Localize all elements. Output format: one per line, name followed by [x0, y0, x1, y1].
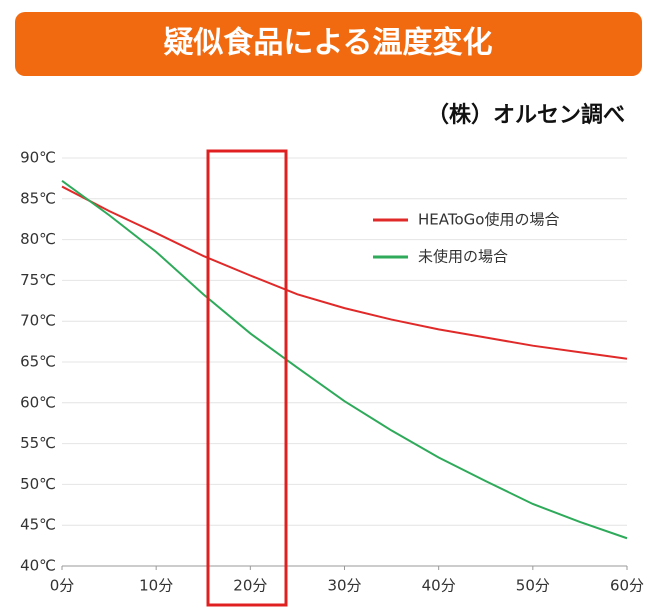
chart-subtitle: （株）オルセン調べ [427, 102, 625, 128]
y-tick-label: 80℃ [20, 230, 56, 248]
y-tick-label: 45℃ [20, 516, 56, 534]
y-tick-label: 50℃ [20, 475, 56, 493]
highlight-box [206, 149, 288, 607]
x-tick-label: 50分 [516, 577, 550, 595]
x-tick-label: 0分 [50, 577, 75, 595]
plot-area: 40℃ 45℃ 50℃ 55℃ 60℃ 65℃ 70℃ 75℃ 80℃ 85℃ 90℃ 0分 10分 20… [20, 149, 644, 595]
y-tick-label: 65℃ [20, 353, 56, 371]
legend-label: 未使用の場合 [418, 248, 508, 266]
legend-label: HEAToGo使用の場合 [418, 211, 559, 229]
y-tick-label: 70℃ [20, 312, 56, 330]
x-tick-label: 60分 [610, 577, 644, 595]
x-tick-label: 30分 [327, 577, 361, 595]
x-tick-label: 20分 [233, 577, 267, 595]
series-line [61, 185, 628, 360]
y-tick-label: 75℃ [20, 271, 56, 289]
y-tick-label: 90℃ [20, 149, 56, 167]
x-tick-label: 10分 [139, 577, 173, 595]
x-tick-label: 40分 [422, 577, 456, 595]
chart-title: 疑似食品による温度変化 [163, 26, 492, 61]
title-banner [15, 12, 642, 76]
y-tick-label: 40℃ [20, 557, 56, 575]
y-tick-label: 85℃ [20, 189, 56, 207]
y-tick-label: 55℃ [20, 434, 56, 452]
y-tick-label: 60℃ [20, 393, 56, 411]
series-line [61, 180, 628, 540]
